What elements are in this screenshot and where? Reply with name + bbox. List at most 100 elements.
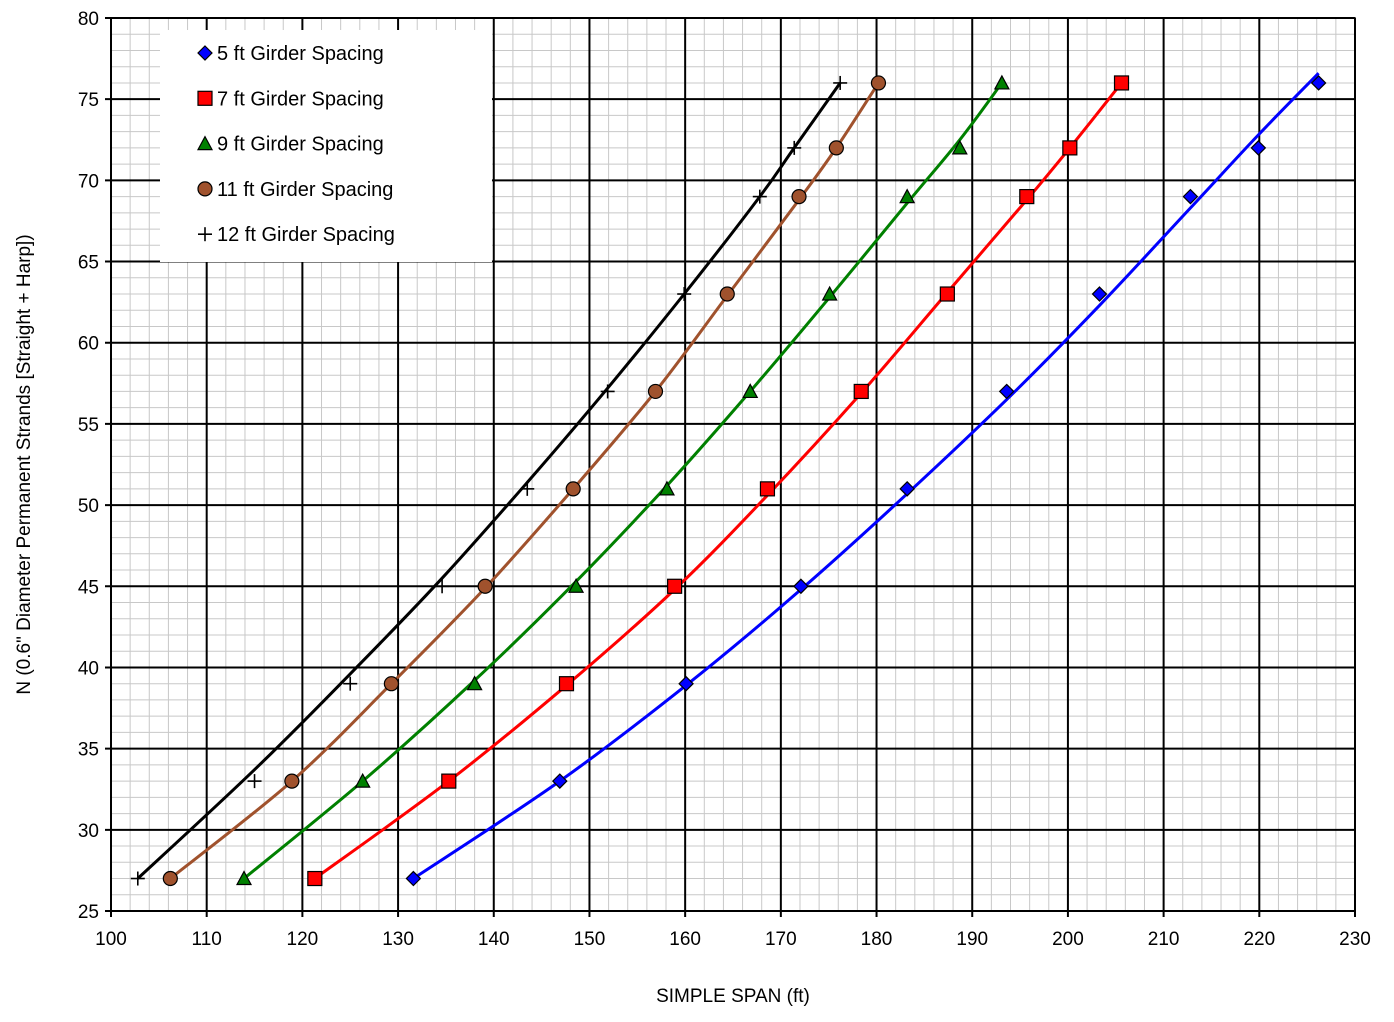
legend-marker-2: [197, 90, 213, 106]
data-point-series-3: [568, 578, 585, 593]
x-tick-label: 190: [956, 929, 988, 950]
data-point-series-3: [951, 139, 968, 155]
x-tick-label: 140: [478, 929, 510, 950]
legend-label-1: 5 ft Girder Spacing: [217, 43, 384, 65]
legend-marker-5: [198, 227, 212, 242]
legend-label-4: 11 ft Girder Spacing: [217, 179, 393, 201]
data-point-series-3: [466, 675, 483, 691]
y-tick-label: 80: [78, 9, 99, 30]
data-point-series-5: [343, 676, 358, 691]
y-tick-label: 60: [78, 334, 99, 355]
data-point-series-1: [1250, 140, 1267, 156]
y-tick-label: 70: [78, 171, 99, 192]
legend-label-2: 7 ft Girder Spacing: [217, 88, 384, 110]
x-tick-label: 170: [765, 929, 797, 950]
y-tick-label: 45: [78, 577, 99, 598]
series-layer: [130, 72, 1327, 887]
data-point-series-4: [647, 383, 664, 400]
data-point-series-4: [477, 578, 493, 594]
x-tick-label: 100: [95, 929, 127, 950]
x-tick-label: 110: [192, 929, 222, 950]
data-point-series-2: [1019, 189, 1035, 205]
legend-box: [160, 30, 492, 262]
data-point-series-3: [821, 285, 838, 301]
y-axis-title: N (0.6" Diameter Permanent Strands [Stra…: [14, 234, 35, 694]
legend: 5 ft Girder Spacing 7 ft Girder Spacing 9 …: [160, 30, 492, 262]
series-line-1: [412, 72, 1320, 880]
data-point-series-3: [354, 772, 371, 788]
data-point-series-1: [793, 578, 809, 595]
x-axis-title: SIMPLE SPAN (ft): [656, 986, 810, 1007]
data-point-series-2: [1113, 75, 1130, 91]
x-tick-label: 120: [287, 929, 319, 950]
data-point-series-1: [551, 773, 568, 789]
data-point-series-1: [1091, 286, 1108, 302]
series-2: [307, 75, 1130, 887]
data-point-series-5: [600, 384, 615, 399]
data-point-series-2: [441, 773, 457, 789]
data-point-series-2: [1062, 140, 1078, 156]
data-point-series-2: [558, 676, 575, 692]
data-point-series-4: [870, 75, 887, 91]
y-tick-label: 75: [78, 90, 99, 111]
y-axis-tick-labels: 25 30 35 40 45 50 55 60 65 70 75 80: [78, 9, 99, 923]
data-point-series-3: [993, 74, 1010, 90]
x-tick-label: 160: [669, 929, 701, 950]
data-point-series-4: [383, 676, 399, 692]
data-point-series-3: [236, 870, 253, 886]
legend-marker-1: [197, 45, 213, 61]
data-point-series-5: [435, 579, 450, 594]
data-point-series-4: [565, 481, 581, 497]
data-point-series-3: [899, 188, 916, 204]
data-point-series-5: [677, 287, 692, 302]
y-tick-label: 40: [78, 658, 99, 679]
data-point-series-2: [853, 383, 869, 400]
data-point-series-5: [130, 871, 145, 886]
data-point-series-2: [307, 870, 323, 887]
x-tick-label: 230: [1339, 929, 1371, 950]
y-tick-label: 25: [78, 902, 99, 923]
data-point-series-4: [162, 870, 178, 887]
data-point-series-4: [719, 286, 735, 302]
data-point-series-1: [405, 870, 422, 887]
data-point-series-4: [284, 773, 300, 789]
legend-marker-3: [196, 135, 214, 151]
x-tick-label: 130: [382, 929, 414, 950]
data-point-series-2: [939, 286, 955, 302]
legend-label-3: 9 ft Girder Spacing: [217, 134, 384, 156]
data-point-series-1: [678, 675, 694, 692]
y-tick-label: 65: [78, 253, 99, 274]
data-point-series-5: [787, 140, 802, 155]
legend-marker-4: [197, 181, 213, 197]
data-point-series-3: [658, 480, 675, 496]
x-axis-tick-labels: 100 110 120 130 140 150 160 170 180 190 200 210 220 2…: [95, 929, 1371, 950]
data-point-series-1: [899, 481, 916, 497]
data-point-series-5: [752, 189, 767, 204]
data-point-series-1: [1310, 75, 1327, 91]
data-point-series-1: [1182, 188, 1199, 205]
legend-label-5: 12 ft Girder Spacing: [217, 224, 395, 246]
data-point-series-2: [667, 578, 683, 594]
y-tick-label: 50: [78, 496, 99, 517]
data-point-series-5: [520, 481, 535, 496]
x-tick-label: 220: [1243, 929, 1275, 950]
x-tick-label: 180: [861, 929, 893, 950]
series-5: [130, 75, 848, 886]
y-tick-label: 55: [78, 415, 99, 436]
y-tick-label: 35: [78, 740, 99, 761]
data-point-series-5: [247, 774, 262, 789]
x-tick-label: 150: [574, 929, 606, 950]
series-1: [405, 72, 1327, 887]
data-point-series-4: [828, 140, 844, 156]
data-point-series-4: [791, 189, 807, 205]
data-point-series-2: [759, 481, 776, 497]
series-3: [236, 74, 1010, 886]
plot-area-frame: [110, 17, 1356, 912]
series-line-2: [313, 81, 1123, 880]
x-tick-label: 210: [1148, 929, 1180, 950]
x-tick-label: 200: [1052, 929, 1084, 950]
data-point-series-5: [833, 75, 848, 90]
series-4: [162, 75, 887, 887]
